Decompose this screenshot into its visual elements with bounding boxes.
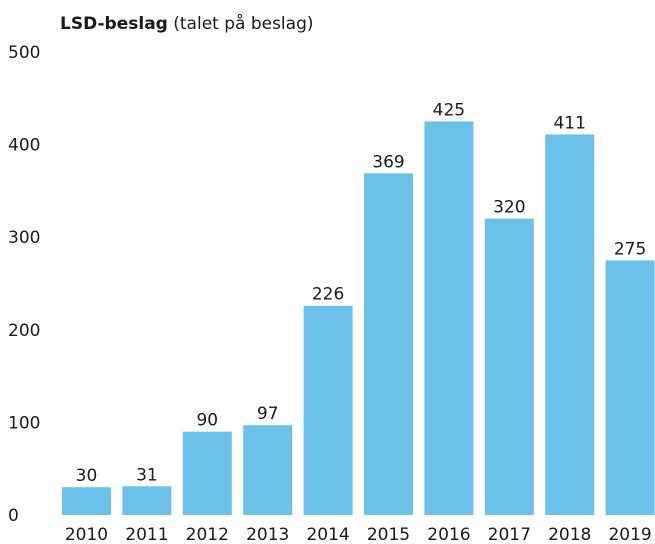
bar-2012 xyxy=(182,431,232,515)
bar-2016 xyxy=(424,121,474,515)
x-tick-label-2012: 2012 xyxy=(186,525,229,544)
bars-group xyxy=(62,121,655,515)
bar-2010 xyxy=(62,487,111,515)
y-tick-label: 200 xyxy=(8,321,40,341)
value-label-2018: 411 xyxy=(553,113,585,133)
chart-title-main: LSD-beslag xyxy=(60,14,168,34)
value-label-2017: 320 xyxy=(493,198,525,218)
x-tick-label-2016: 2016 xyxy=(427,525,470,544)
bar-2014 xyxy=(303,305,353,515)
x-axis: 2010 2011 2012 2013 2014 2015 2016 2017 2018 2019 xyxy=(65,525,652,544)
bar-2011 xyxy=(122,486,172,515)
value-label-2010: 30 xyxy=(76,466,98,486)
y-axis: 0 100 200 300 400 500 xyxy=(8,43,40,526)
x-tick-label-2019: 2019 xyxy=(608,525,651,544)
x-tick-label-2011: 2011 xyxy=(125,525,168,544)
y-tick-label: 500 xyxy=(8,43,40,63)
y-tick-label: 400 xyxy=(8,136,40,156)
bar-2017 xyxy=(484,218,534,515)
y-tick-label: 0 xyxy=(8,506,19,526)
chart-title: LSD-beslag (talet på beslag) xyxy=(60,14,314,34)
y-tick-label: 300 xyxy=(8,228,40,248)
bar-2018 xyxy=(545,134,595,515)
x-tick-label-2018: 2018 xyxy=(548,525,591,544)
y-tick-label: 100 xyxy=(8,413,40,433)
value-label-2012: 90 xyxy=(196,411,218,431)
bar-2013 xyxy=(243,425,293,515)
x-tick-label-2014: 2014 xyxy=(306,525,349,544)
value-labels-group: 30 31 90 97 226 369 425 320 411 275 xyxy=(76,100,647,486)
x-tick-label-2010: 2010 xyxy=(65,525,108,544)
value-label-2016: 425 xyxy=(433,100,465,120)
x-tick-label-2015: 2015 xyxy=(367,525,410,544)
bar-2019 xyxy=(605,260,655,515)
chart-subtitle: (talet på beslag) xyxy=(173,14,314,34)
value-label-2015: 369 xyxy=(372,152,404,172)
value-label-2014: 226 xyxy=(312,285,344,305)
value-label-2013: 97 xyxy=(257,404,279,424)
x-tick-label-2017: 2017 xyxy=(488,525,531,544)
value-label-2011: 31 xyxy=(136,465,158,485)
bar-2015 xyxy=(364,173,413,515)
value-label-2019: 275 xyxy=(614,239,646,259)
x-tick-label-2013: 2013 xyxy=(246,525,289,544)
